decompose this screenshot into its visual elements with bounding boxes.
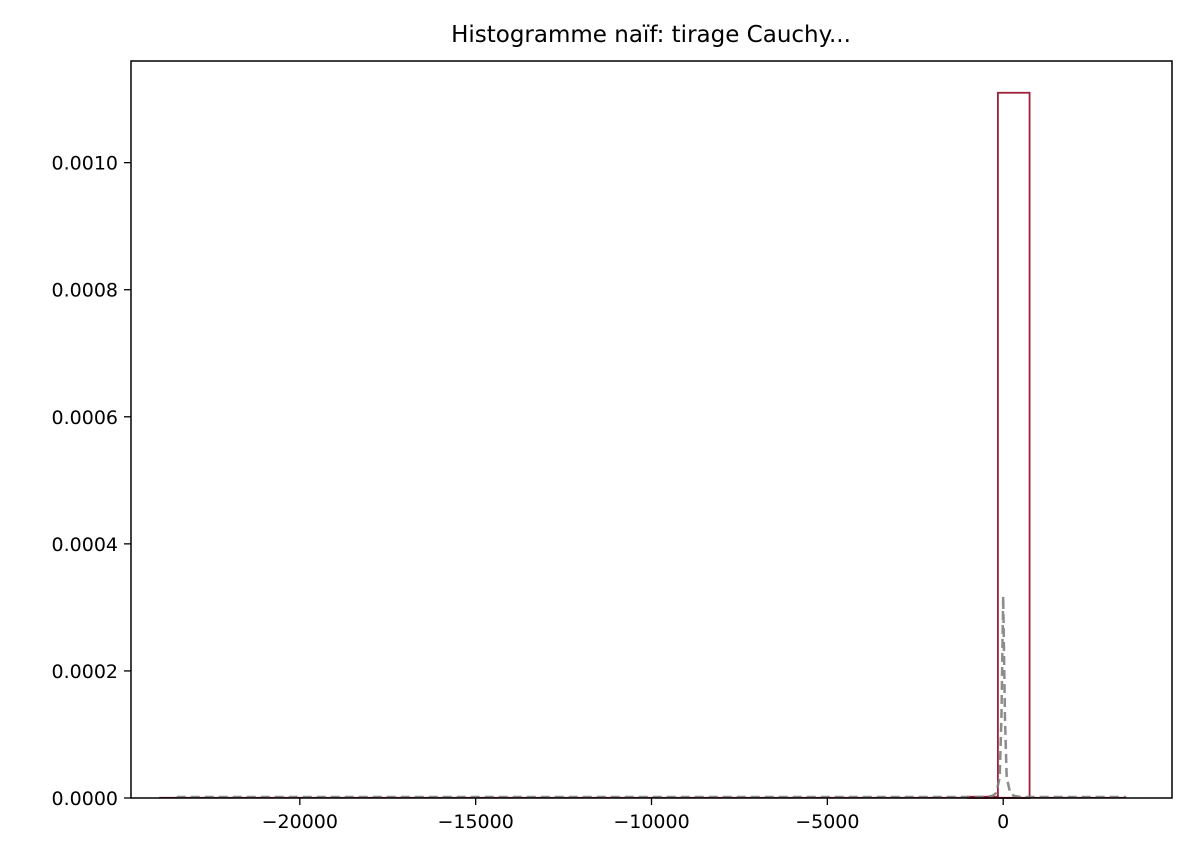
histogram-bin-3 — [997, 91, 1031, 799]
y-tick-label-4: 0.0008 — [52, 280, 118, 302]
y-tick-label-3: 0.0006 — [52, 407, 118, 429]
axes-frame — [130, 60, 1173, 799]
chart-title: Histogramme naïf: tirage Cauchy... — [451, 22, 851, 48]
y-tick-label-5: 0.0010 — [52, 153, 118, 175]
plot-area — [159, 91, 1127, 799]
y-axis: 0.0000 0.0002 0.0004 0.0006 0.0008 0.0010 — [52, 153, 131, 810]
x-tick-label-3: −5000 — [795, 811, 859, 833]
y-tick-label-2: 0.0004 — [52, 534, 118, 556]
reference-density-curve — [176, 595, 1127, 799]
x-tick-label-4: 0 — [997, 811, 1009, 833]
y-tick-label-1: 0.0002 — [52, 661, 118, 683]
x-tick-label-2: −10000 — [613, 811, 689, 833]
y-tick-label-0: 0.0000 — [52, 788, 118, 810]
x-axis: −20000 −15000 −10000 −5000 0 — [262, 798, 1009, 833]
x-tick-label-0: −20000 — [262, 811, 338, 833]
x-tick-label-1: −15000 — [437, 811, 513, 833]
